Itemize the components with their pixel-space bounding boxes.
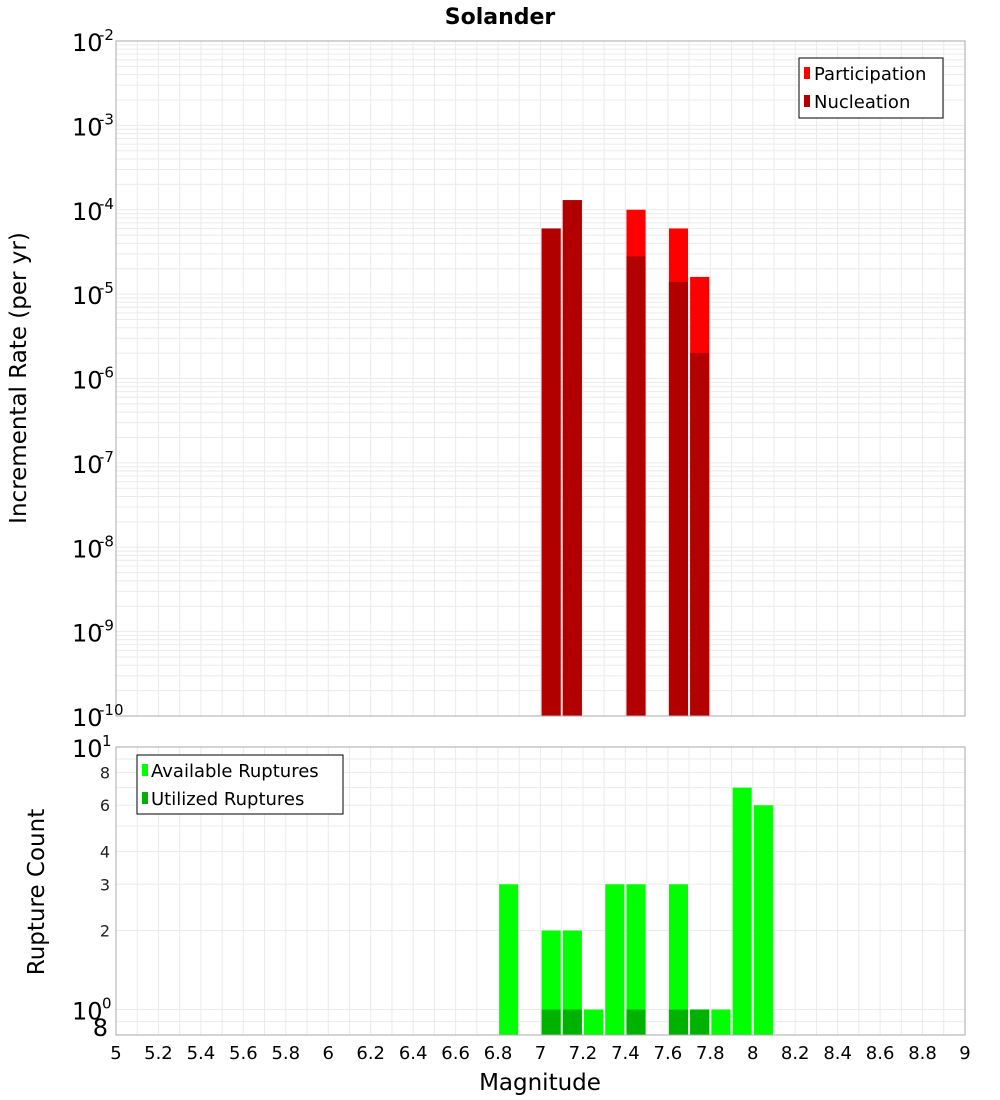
bottom-y-tick-exponent: 0 (102, 995, 112, 1013)
top-y-tick-exponent: -7 (99, 448, 114, 466)
bar-utilized-ruptures (668, 1009, 689, 1035)
x-tick-label: 8.2 (781, 1043, 810, 1064)
bar-available-ruptures (562, 930, 582, 1035)
bar-available-ruptures (668, 884, 689, 1035)
top-y-tick-exponent: -5 (99, 279, 114, 297)
legend-swatch-available (142, 764, 148, 776)
top-y-tick-exponent: -6 (99, 364, 114, 382)
bar-nucleation (541, 228, 561, 716)
top-legend-box (798, 57, 944, 119)
x-axis-label: Magnitude (479, 1070, 601, 1096)
bar-available-ruptures (626, 884, 646, 1035)
x-tick-label: 7.4 (611, 1043, 640, 1064)
bar-available-ruptures (499, 884, 519, 1035)
top-y-tick-label: 10 (72, 282, 103, 310)
x-tick-label: 6.4 (399, 1043, 428, 1064)
top-bars (541, 200, 710, 716)
bar-available-ruptures (732, 787, 752, 1035)
x-tick-label: 7.2 (569, 1043, 598, 1064)
x-tick-label: 5.6 (229, 1043, 258, 1064)
bar-nucleation (668, 281, 689, 716)
bottom-bars (499, 787, 773, 1035)
top-y-tick-label: 10 (72, 29, 103, 57)
top-y-tick-exponent: -3 (99, 110, 114, 128)
x-tick-label: 9 (959, 1043, 970, 1064)
top-y-tick-label: 10 (72, 113, 103, 141)
bottom-legend-box (136, 754, 344, 815)
x-tick-label: 7 (535, 1043, 546, 1064)
x-ticks: 5 5.2 5.4 5.6 5.8 6 6.2 6.4 6.6 6.8 7 7.2 7.4 7.6 7.8 8… (110, 1043, 970, 1064)
top-y-axis-label: Incremental Rate (per yr) (6, 232, 32, 524)
legend-swatch-nucleation (804, 95, 810, 107)
x-tick-label: 5.4 (187, 1043, 216, 1064)
top-grid (115, 41, 966, 717)
chart-title: Solander (445, 5, 556, 30)
bar-nucleation (690, 353, 710, 716)
bar-nucleation (562, 200, 582, 716)
bottom-y-tick-label: 3 (100, 875, 110, 894)
bar-utilized-ruptures (690, 1009, 710, 1035)
bar-available-ruptures (541, 930, 561, 1035)
bottom-y-tick-label: 2 (100, 922, 110, 941)
bottom-y-tick-label: 10 (72, 735, 103, 763)
top-y-tick-exponent: -2 (99, 26, 114, 44)
x-tick-label: 7.6 (654, 1043, 683, 1064)
x-tick-label: 5 (110, 1043, 121, 1064)
bar-available-ruptures (584, 1009, 604, 1035)
legend-swatch-utilized (142, 792, 148, 804)
top-y-tick-label: 10 (72, 367, 103, 395)
x-tick-label: 8.8 (908, 1043, 937, 1064)
bar-available-ruptures (711, 1009, 731, 1035)
x-tick-label: 7.8 (696, 1043, 725, 1064)
x-tick-label: 5.2 (144, 1043, 173, 1064)
bottom-y-tick-exponent: 1 (102, 732, 112, 750)
legend-label-available: Available Ruptures (151, 761, 319, 782)
x-tick-label: 6.8 (484, 1043, 513, 1064)
bottom-y-tick-label: 6 (100, 796, 110, 815)
bottom-legend: Available Ruptures Utilized Ruptures (136, 754, 344, 815)
top-y-tick-exponent: -4 (99, 195, 114, 213)
top-plot-frame (115, 40, 966, 717)
top-y-tick-exponent: -10 (99, 701, 124, 719)
bottom-y-tick-label: 10 (72, 998, 103, 1026)
bottom-plot-frame (115, 746, 966, 1036)
top-y-tick-exponent: -8 (99, 532, 114, 550)
bar-available-ruptures (753, 805, 773, 1035)
legend-swatch-participation (804, 67, 810, 79)
bar-utilized-ruptures (562, 1009, 582, 1035)
bottom-y-tick-label: 8 (100, 763, 110, 782)
x-tick-label: 5.8 (271, 1043, 300, 1064)
x-tick-label: 6.2 (356, 1043, 385, 1064)
top-y-tick-label: 10 (72, 535, 103, 563)
x-tick-label: 8.4 (823, 1043, 852, 1064)
legend-label-nucleation: Nucleation (814, 92, 910, 113)
legend-label-utilized: Utilized Ruptures (151, 789, 304, 810)
top-legend: Participation Nucleation (798, 57, 944, 119)
bar-nucleation (626, 256, 646, 716)
top-y-tick-label: 10 (72, 451, 103, 479)
x-tick-label: 6.6 (441, 1043, 470, 1064)
top-y-tick-label: 10 (72, 198, 103, 226)
x-tick-label: 6 (323, 1043, 334, 1064)
top-y-tick-label: 10 (72, 620, 103, 648)
top-panel: 10-210-310-410-510-610-710-810-910-10 In… (6, 26, 966, 732)
x-tick-label: 8.6 (866, 1043, 895, 1064)
bottom-y-axis-label: Rupture Count (24, 809, 50, 975)
x-tick-label: 8 (747, 1043, 758, 1064)
bar-available-ruptures (605, 884, 625, 1035)
bottom-y-tick-label: 8 (93, 1014, 108, 1042)
top-y-ticks: 10-210-310-410-510-610-710-810-910-10 (72, 26, 124, 732)
bar-utilized-ruptures (626, 1009, 646, 1035)
top-y-tick-label: 10 (72, 704, 103, 732)
top-y-tick-exponent: -9 (99, 617, 114, 635)
legend-label-participation: Participation (814, 64, 926, 85)
bottom-y-tick-label: 4 (100, 842, 110, 861)
bar-utilized-ruptures (541, 1009, 561, 1035)
